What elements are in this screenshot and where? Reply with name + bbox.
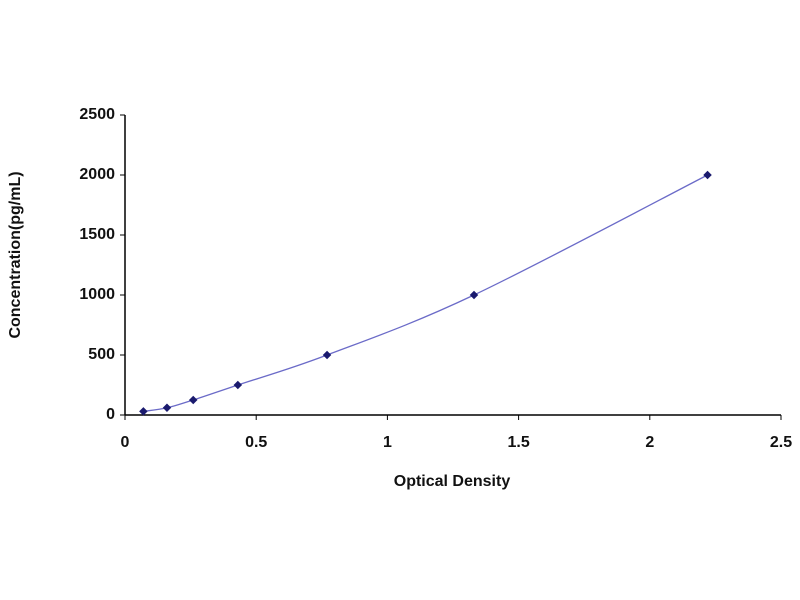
y-axis-label: Concentration(pg/mL) [7,171,24,338]
data-point [162,403,172,413]
y-tick-label: 500 [88,346,115,363]
data-point [322,350,332,360]
y-tick-label: 2000 [79,166,115,183]
x-tick-label: 0 [121,434,130,451]
fit-line [143,174,708,413]
y-tick-label: 0 [106,406,115,423]
y-tick-label: 2500 [79,106,115,123]
x-axis-label: Optical Density [394,473,511,490]
x-tick-label: 1 [383,434,392,451]
data-point [469,290,479,300]
data-point [139,407,148,416]
x-tick-label: 0.5 [245,434,267,451]
data-point [188,395,198,405]
y-tick-label: 1000 [79,286,115,303]
x-tick-label: 1.5 [507,434,529,451]
y-tick-label: 1500 [79,226,115,243]
data-point [703,170,712,180]
x-tick-label: 2.5 [770,434,792,451]
data-point [233,380,243,390]
x-tick-label: 2 [645,434,654,451]
